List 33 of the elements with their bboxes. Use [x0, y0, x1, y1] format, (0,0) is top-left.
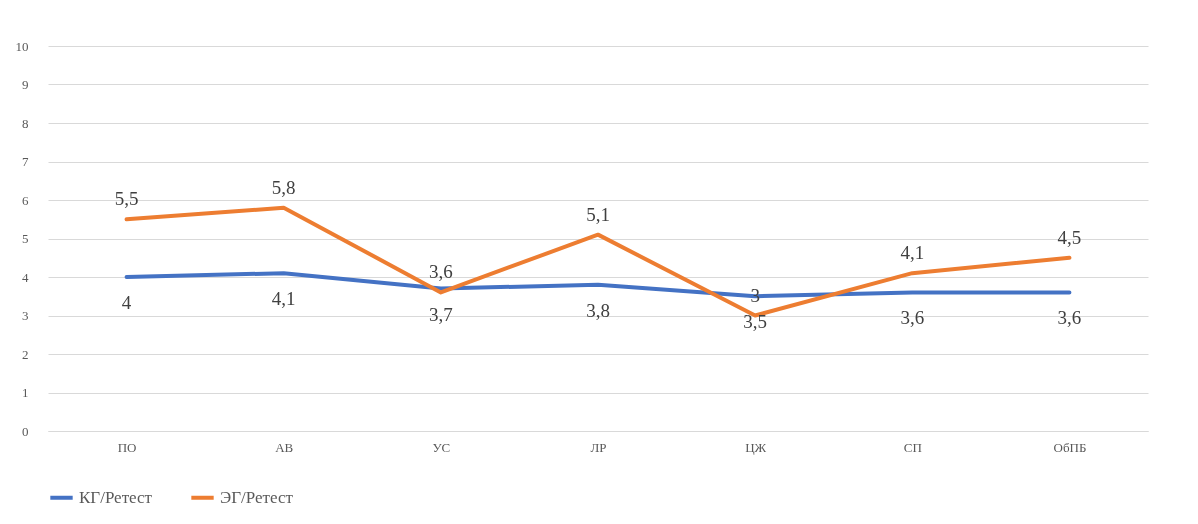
y-tick-label: 9	[22, 77, 29, 92]
y-tick-label: 6	[22, 192, 29, 208]
y-tick-label: 1	[22, 385, 29, 400]
data-label: 5,5	[114, 188, 139, 210]
data-label: 5,8	[271, 176, 296, 198]
data-label: 4	[121, 292, 132, 313]
x-tick-label: СП	[903, 439, 922, 455]
legend-label: ЭГ/Ретест	[220, 487, 294, 507]
y-tick-label: 0	[22, 423, 29, 439]
data-label: 3,6	[900, 307, 925, 329]
legend-label: КГ/Ретест	[79, 487, 153, 507]
x-tick-label: ЦЖ	[745, 439, 767, 455]
data-label: 4,5	[1057, 226, 1082, 248]
data-label: 3,5	[743, 311, 768, 333]
y-tick-label: 2	[22, 346, 29, 362]
data-label: 3,6	[428, 261, 453, 283]
data-label: 4,1	[271, 288, 296, 310]
x-tick-label: УС	[432, 439, 451, 455]
y-tick-label: 8	[22, 115, 29, 131]
x-tick-label: ОбПБ	[1053, 439, 1087, 455]
x-tick-label: ЛР	[590, 439, 607, 455]
y-tick-label: 3	[22, 308, 29, 323]
data-label: 3,7	[428, 303, 453, 325]
data-label: 3,8	[586, 299, 610, 321]
x-tick-label: АВ	[275, 439, 294, 455]
data-label: 3,6	[1057, 307, 1082, 329]
y-tick-label: 5	[22, 231, 29, 246]
x-tick-label: ПО	[117, 439, 137, 455]
data-label: 5,1	[586, 203, 610, 225]
y-tick-label: 10	[15, 38, 29, 54]
y-tick-label: 7	[22, 154, 29, 169]
y-tick-label: 4	[22, 269, 29, 285]
data-label: 4,1	[900, 242, 925, 264]
